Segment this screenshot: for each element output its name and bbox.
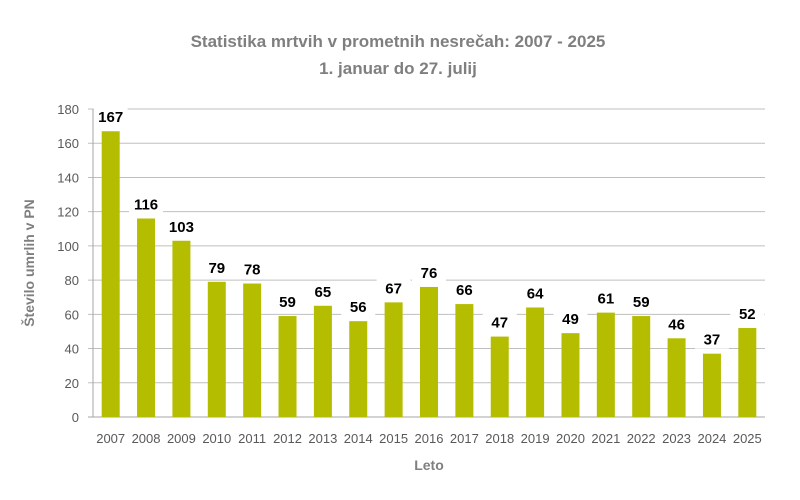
- bar: [490, 336, 509, 417]
- data-label: 76: [421, 265, 438, 282]
- data-label: 78: [244, 262, 261, 279]
- y-tick-label: 180: [57, 102, 79, 117]
- x-tick-label: 2017: [450, 431, 479, 446]
- data-label-background: [412, 263, 446, 282]
- y-tick-label: 40: [65, 342, 79, 357]
- bar: [278, 316, 297, 417]
- bar: [313, 305, 332, 417]
- bar: [172, 240, 191, 417]
- data-label-background: [376, 279, 411, 298]
- bar: [101, 131, 120, 417]
- x-tick-label: 2024: [697, 431, 726, 446]
- data-label: 116: [134, 197, 158, 214]
- data-label-background: [659, 315, 694, 334]
- y-tick-label: 0: [72, 410, 79, 425]
- data-label: 67: [385, 280, 402, 297]
- bar: [137, 218, 156, 417]
- y-tick-label: 120: [57, 205, 79, 220]
- data-label: 61: [597, 291, 614, 308]
- data-label-background: [93, 108, 128, 127]
- data-label: 52: [739, 306, 756, 323]
- x-tick-label: 2013: [308, 431, 337, 446]
- bar: [561, 333, 580, 417]
- y-tick-label: 20: [65, 376, 79, 391]
- chart-subtitle: 1. januar do 27. julij: [319, 59, 477, 78]
- data-label-background: [447, 281, 482, 300]
- y-tick-label: 160: [57, 136, 79, 151]
- data-label-background: [341, 298, 376, 317]
- x-tick-label: 2020: [556, 431, 585, 446]
- chart-title: Statistika mrtvih v prometnih nesrečah: …: [191, 32, 606, 51]
- data-label: 56: [350, 299, 367, 316]
- data-label-background: [164, 217, 199, 236]
- bar: [702, 353, 721, 417]
- data-label-background: [694, 330, 729, 349]
- x-tick-labels: 2007 2008 2009 2010 2011 2012 2013 2014 2015 2016…: [96, 431, 762, 446]
- y-tick-label: 100: [57, 239, 79, 254]
- data-label-background: [588, 289, 623, 308]
- x-tick-label: 2015: [379, 431, 408, 446]
- y-tick-label: 80: [65, 273, 79, 288]
- data-label: 64: [527, 285, 544, 302]
- bar: [738, 328, 757, 417]
- data-label: 79: [208, 260, 225, 277]
- data-label: 66: [456, 282, 473, 299]
- bar: [667, 338, 686, 417]
- data-label-background: [235, 260, 270, 279]
- x-tick-label: 2008: [132, 431, 161, 446]
- x-axis-title: Leto: [414, 457, 444, 473]
- data-label-background: [129, 195, 164, 214]
- data-label: 65: [315, 284, 332, 301]
- data-label-background: [624, 293, 659, 312]
- data-label-background: [305, 282, 340, 301]
- bars: [101, 131, 757, 417]
- y-tick-labels: 0 20 40 60 80 100 120 140 160 180: [57, 102, 79, 425]
- data-label-background: [199, 258, 234, 277]
- data-label: 47: [491, 315, 508, 332]
- data-label-background: [730, 305, 765, 324]
- y-axis-title: Število umrlih v PN: [20, 199, 37, 327]
- x-tick-label: 2014: [344, 431, 373, 446]
- bar: [596, 312, 615, 417]
- bar: [207, 281, 226, 417]
- x-tick-label: 2025: [733, 431, 762, 446]
- data-label: 46: [668, 316, 685, 333]
- x-tick-label: 2016: [415, 431, 444, 446]
- bar: [384, 302, 403, 417]
- x-tick-label: 2021: [591, 431, 620, 446]
- data-label: 59: [633, 294, 650, 311]
- data-label-background: [518, 284, 553, 303]
- bar: [632, 316, 651, 417]
- bar: [349, 321, 368, 417]
- data-label-background: [270, 293, 305, 312]
- data-label-background: [482, 313, 517, 332]
- x-tick-label: 2019: [521, 431, 550, 446]
- x-tick-label: 2010: [202, 431, 231, 446]
- data-label-background: [553, 310, 588, 329]
- x-tick-label: 2018: [485, 431, 514, 446]
- y-tick-label: 60: [65, 307, 79, 322]
- x-tick-label: 2009: [167, 431, 196, 446]
- bar: [526, 307, 545, 417]
- data-label: 59: [279, 294, 296, 311]
- data-label: 103: [169, 219, 194, 236]
- bar: [243, 283, 262, 417]
- x-tick-label: 2007: [96, 431, 125, 446]
- x-tick-label: 2023: [662, 431, 691, 446]
- data-label: 167: [98, 109, 123, 126]
- bar: [455, 304, 474, 417]
- x-tick-label: 2012: [273, 431, 302, 446]
- x-tick-label: 2011: [238, 431, 266, 446]
- data-labels: 167 116 103 79 78 59 65 56 67 76 66 47 64 49 61 59 46 37 5…: [93, 108, 765, 349]
- x-tick-label: 2022: [627, 431, 656, 446]
- data-label: 37: [704, 332, 721, 349]
- y-tick-label: 140: [57, 170, 79, 185]
- data-label: 49: [562, 311, 579, 328]
- bar: [420, 286, 438, 417]
